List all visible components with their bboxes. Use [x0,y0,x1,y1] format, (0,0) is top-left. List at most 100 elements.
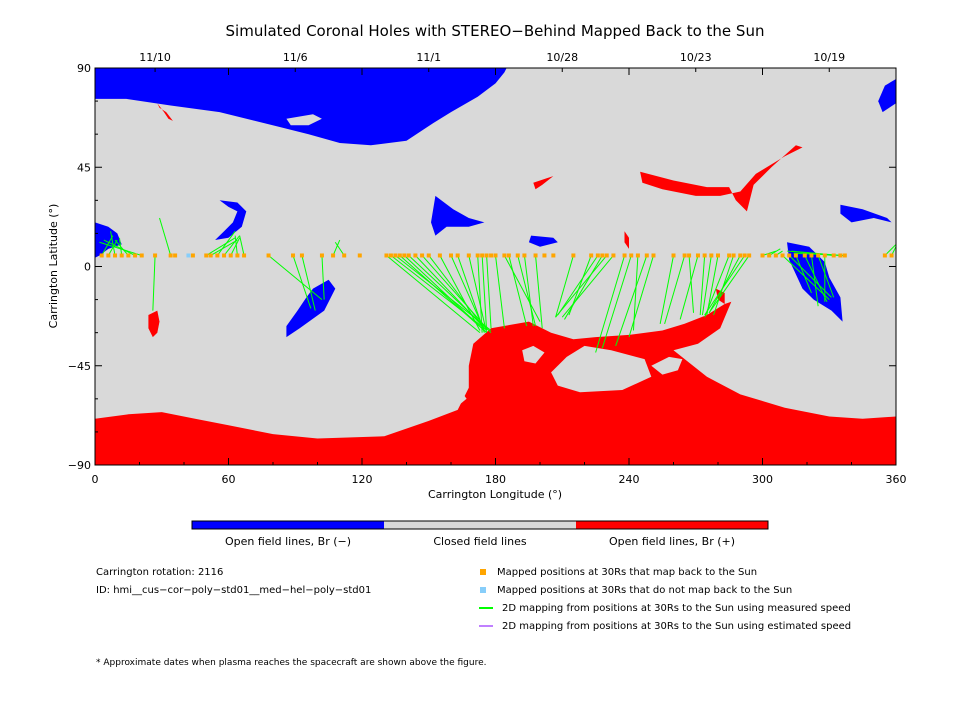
mapped-point [475,253,480,258]
measured-mapping-line [564,255,603,320]
colorbar-label-closed: Closed field lines [433,535,527,548]
measured-mapping-line [659,255,674,324]
measured-mapping-line [481,255,488,331]
mapped-point [420,253,425,258]
date-tick-label: 10/28 [546,51,578,64]
date-tick-label: 11/6 [283,51,308,64]
mapped-point [716,253,720,258]
mapped-point [542,253,547,258]
colorbar: Open field lines, Br (−) Closed field li… [191,520,769,548]
measured-mapping-line [399,255,487,334]
measured-mapping-line [561,255,614,318]
measured-mapping-line [301,255,316,311]
mapped-point [802,253,807,258]
mapped-point [635,253,640,258]
mapped-point [126,253,131,258]
measured-mapping-line [817,255,835,298]
mapped-point [506,253,511,258]
mapped-point [493,253,498,258]
measured-mapping-line [628,255,654,338]
measured-mapping-line [332,239,341,256]
measured-mapping-line [321,255,325,300]
measured-mapping-line [782,255,830,300]
x-axis-label: Carrington Longitude (°) [428,488,562,501]
mapped-point [168,253,173,258]
measured-mapping-line [708,255,750,314]
closed-field-island [551,345,652,393]
measured-mapping-line [103,239,136,256]
measured-mapping-line [403,255,485,331]
unmapped-point [186,253,191,258]
mapped-point [489,253,494,258]
mapped-point [99,253,104,258]
measured-mapping-line [595,255,626,353]
mapped-point [299,253,304,258]
measured-mapping-line [107,239,118,256]
mapped-point [402,253,407,258]
mapped-point [682,253,687,258]
carrington-rotation: Carrington rotation: 2116 [96,567,224,578]
mapped-point [767,253,772,258]
open-field-negative-region [528,235,558,247]
open-field-positive-region [624,231,629,249]
measured-mapping-line [679,255,699,320]
mapped-point [266,253,271,258]
closed-field-island [437,383,467,410]
plot-area [95,68,896,465]
y-axis-label: Carrington Latitude (°) [47,204,60,329]
mapped-point [319,253,324,258]
measured-mapping-line [615,255,648,347]
mapped-point [406,253,411,258]
mapped-point [222,253,227,258]
mapped-point [208,253,213,258]
measured-mapping-line [535,255,543,329]
mapped-point [604,253,609,258]
x-tick-label: 180 [485,473,506,486]
open-field-negative-region [95,222,122,258]
measured-mapping-line [704,255,746,316]
mapped-point [780,253,785,258]
measured-mapping-line [101,235,114,256]
mapped-point [793,253,798,258]
mapped-point [842,253,847,258]
x-tick-label: 360 [886,473,907,486]
mapped-point [215,253,220,258]
mapped-point [671,253,676,258]
mapped-point [437,253,442,258]
x-tick-label: 0 [92,473,99,486]
mapped-point [787,253,792,258]
measured-mapping-line [239,235,245,256]
mapped-point [515,253,520,258]
measured-mapping-line [230,237,241,256]
closed-field-island [651,356,683,375]
mapped-point [882,253,887,258]
mapped-point [291,253,296,258]
measured-mapping-line [706,255,719,316]
mapped-point [397,253,402,258]
measured-mapping-line [503,255,541,322]
measured-mapping-line [477,255,483,333]
y-tick-label: −90 [68,459,91,472]
coronal-hole-regions [95,68,896,465]
y-tick-label: 45 [77,161,91,174]
date-tick-label: 11/1 [416,51,441,64]
measured-mapping-line [795,255,812,294]
mapped-point [629,253,634,258]
mapped-point [889,253,894,258]
measured-mapping-line [486,255,492,329]
measured-mapping-line [292,255,312,309]
measured-mapping-line [699,255,706,316]
mapped-point [388,253,393,258]
open-field-negative-region [431,195,485,236]
mapped-point [695,253,700,258]
measured-mapping-line [114,239,129,256]
mapped-point [153,253,158,258]
mapped-point [731,253,736,258]
mapped-point [760,253,765,258]
mapped-point [702,253,707,258]
mapped-point [742,253,747,258]
open-field-negative-region [840,204,892,223]
measured-mapping-line [152,255,156,311]
measured-mapping-line [457,255,485,333]
mapped-point [747,253,752,258]
